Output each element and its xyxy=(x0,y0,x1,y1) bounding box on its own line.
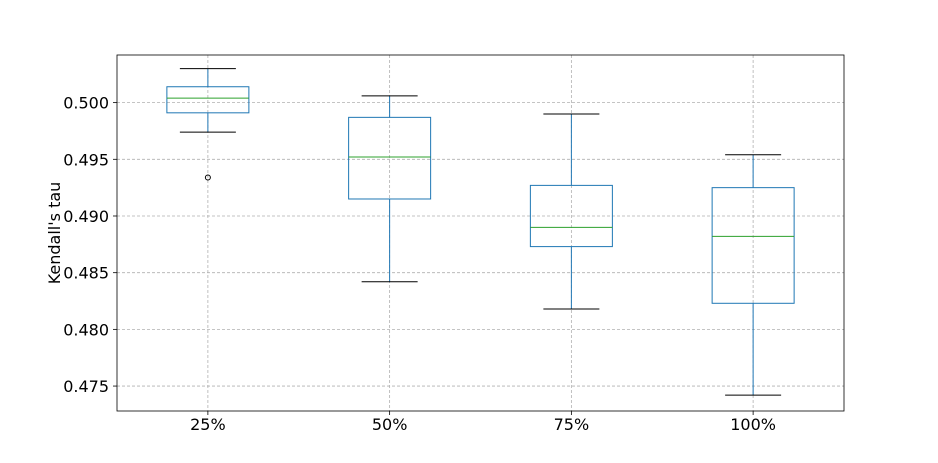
box-layer xyxy=(166,68,795,396)
grid-layer xyxy=(117,55,844,411)
outlier-point xyxy=(204,174,211,181)
y-tick-label: 0.480 xyxy=(63,320,109,339)
iqr-box xyxy=(166,86,250,114)
plot-frame xyxy=(116,54,845,412)
y-tick-label: 0.495 xyxy=(63,150,109,169)
x-tick-label: 25% xyxy=(190,415,226,434)
y-axis-label: Kendall's tau xyxy=(45,182,64,285)
y-tick-label: 0.485 xyxy=(63,264,109,283)
x-tick-label: 50% xyxy=(372,415,408,434)
box-50pct xyxy=(348,95,432,283)
iqr-box xyxy=(529,184,613,248)
y-tick-label: 0.500 xyxy=(63,94,109,113)
box-25pct xyxy=(166,68,250,181)
x-tick-label: 100% xyxy=(730,415,776,434)
y-tick-label: 0.475 xyxy=(63,377,109,396)
box-75pct xyxy=(529,113,613,310)
x-tick-label: 75% xyxy=(554,415,590,434)
y-tick-label: 0.490 xyxy=(63,207,109,226)
iqr-box xyxy=(711,187,795,304)
y-axis-ticks: 0.475 0.480 0.485 0.490 0.495 0.500 xyxy=(63,94,117,396)
box-100pct xyxy=(711,154,795,396)
x-axis-ticks: 25% 50% 75% 100% xyxy=(190,411,776,434)
iqr-box xyxy=(348,116,432,200)
